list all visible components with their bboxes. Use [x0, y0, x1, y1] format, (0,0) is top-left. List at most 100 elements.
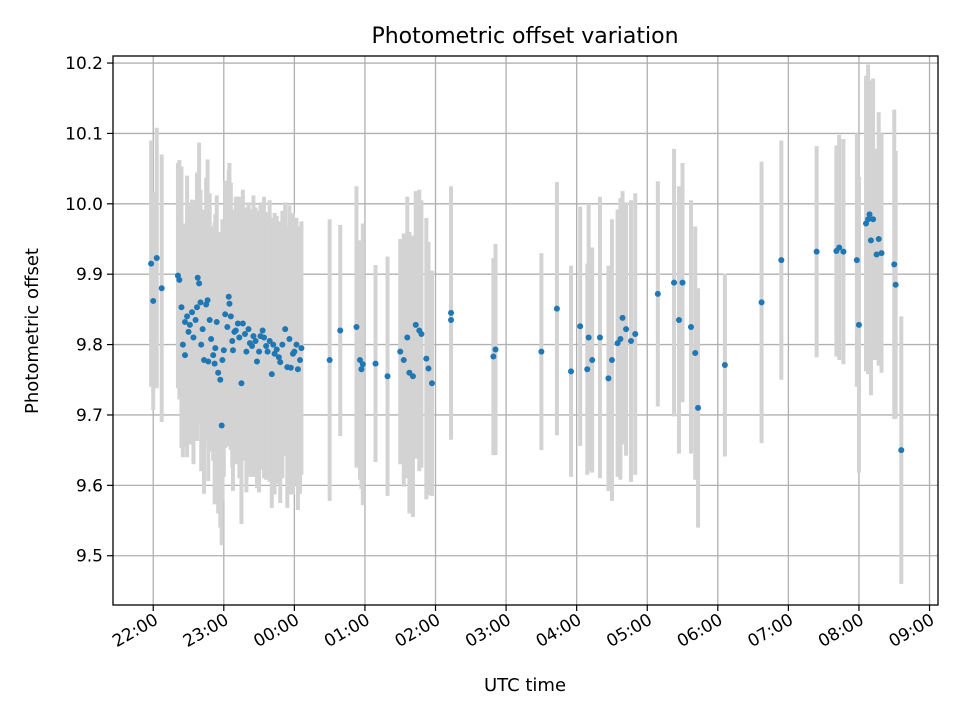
data-point [243, 348, 250, 355]
data-point [397, 348, 404, 355]
data-point [238, 380, 245, 387]
data-point [614, 340, 621, 347]
data-point [553, 305, 560, 312]
data-point [208, 335, 215, 342]
data-point [184, 313, 191, 320]
data-point [236, 334, 243, 341]
data-point [211, 360, 218, 367]
data-point [721, 361, 728, 368]
data-point [632, 331, 639, 338]
data-point [245, 326, 252, 333]
y-axis-ticks: 9.5 9.6 9.7 9.8 9.9 10.0 10.1 10.2 [65, 54, 113, 567]
data-point [384, 373, 391, 380]
data-point [186, 321, 193, 328]
data-point [577, 323, 584, 330]
data-point [268, 371, 275, 378]
data-point [224, 323, 231, 330]
data-point [178, 304, 185, 311]
data-point [619, 314, 626, 321]
data-point [585, 334, 592, 341]
data-point [758, 299, 765, 306]
data-point [617, 335, 624, 342]
data-point [253, 358, 260, 365]
data-point [227, 313, 234, 320]
data-point [492, 346, 499, 353]
data-point [878, 250, 885, 257]
data-point [270, 341, 277, 348]
data-point [215, 369, 222, 376]
y-axis-label: Photometric offset [22, 248, 43, 414]
data-point [687, 323, 694, 330]
data-point [448, 309, 455, 316]
data-point [273, 346, 280, 353]
data-point [423, 355, 430, 362]
data-point [428, 380, 435, 387]
data-point [264, 348, 271, 355]
data-point [218, 422, 225, 429]
y-tick-label: 10.0 [65, 195, 103, 215]
data-point [229, 347, 236, 354]
data-point [623, 326, 630, 333]
data-point [158, 285, 165, 292]
data-point [692, 350, 699, 357]
data-point [898, 447, 905, 454]
data-point [654, 290, 661, 297]
y-tick-label: 9.8 [76, 336, 103, 356]
data-point [206, 316, 213, 323]
data-point [589, 357, 596, 364]
data-point [194, 274, 201, 281]
data-point [198, 341, 205, 348]
plot-frame [112, 55, 939, 606]
data-point [153, 255, 160, 262]
data-point [870, 216, 877, 223]
data-point [181, 352, 188, 359]
data-point [628, 338, 635, 345]
data-point [840, 248, 847, 255]
data-point [190, 334, 197, 341]
data-point [204, 297, 211, 304]
data-point [297, 357, 304, 364]
data-point [249, 342, 256, 349]
y-tick-label: 9.9 [76, 265, 103, 285]
data-point [256, 348, 263, 355]
y-tick-label: 9.7 [76, 406, 103, 426]
data-point [291, 348, 298, 355]
data-point [226, 300, 233, 307]
data-point [404, 334, 411, 341]
data-point [263, 342, 270, 349]
data-point [275, 354, 282, 361]
data-point [189, 309, 196, 316]
data-point [196, 280, 203, 287]
data-point [205, 358, 212, 365]
data-point [418, 331, 425, 338]
data-point [148, 260, 155, 267]
data-point [239, 320, 246, 327]
data-point [866, 211, 873, 218]
data-point [252, 338, 259, 345]
data-point [671, 279, 678, 286]
chart-title: Photometric offset variation [371, 24, 678, 49]
data-point [425, 365, 432, 372]
data-point [287, 364, 294, 371]
data-point [225, 293, 232, 300]
data-point [234, 320, 241, 327]
data-point [353, 323, 360, 330]
data-point [213, 319, 220, 326]
data-point [192, 316, 199, 323]
data-point [250, 333, 257, 340]
data-point [222, 311, 229, 318]
data-point [675, 316, 682, 323]
data-point [865, 216, 872, 223]
data-point [326, 357, 333, 364]
data-point [409, 373, 416, 380]
data-point [259, 327, 266, 334]
data-point [813, 248, 820, 255]
data-point [185, 328, 192, 335]
data-point [279, 341, 286, 348]
data-point [892, 281, 899, 288]
data-point [778, 257, 785, 264]
data-point [605, 375, 612, 382]
y-tick-label: 10.2 [65, 54, 103, 74]
